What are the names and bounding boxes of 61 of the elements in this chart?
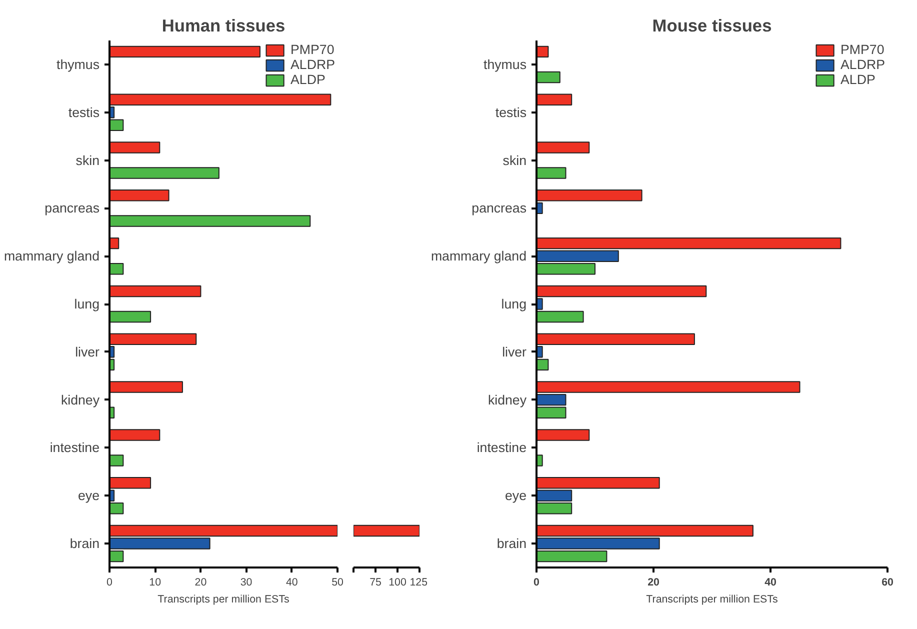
bar [536, 429, 590, 441]
x-tick-label: 20 [648, 576, 660, 588]
bar [110, 310, 152, 323]
x-tick-label: 30 [240, 576, 252, 588]
legend-label: PMP70 [840, 42, 884, 57]
y-tick-label: eye [78, 488, 100, 504]
x-tick-label: 100 [388, 576, 406, 588]
x-tick-label: 40 [764, 576, 776, 588]
legend-label: ALDP [290, 72, 326, 87]
bar [110, 381, 183, 393]
bar [536, 71, 560, 84]
bar [110, 215, 311, 227]
y-tick-label: mammary gland [430, 248, 527, 264]
legend-label: ALDRP [840, 57, 885, 72]
y-tick-label: skin [76, 152, 100, 168]
chart-title: Human tissues [162, 16, 286, 36]
legend-label: PMP70 [290, 42, 334, 57]
y-tick-label: pancreas [472, 200, 527, 216]
y-tick-label: skin [502, 152, 526, 168]
bar [110, 263, 124, 275]
y-tick-label: pancreas [44, 200, 100, 216]
y-tick-label: lung [501, 296, 527, 312]
bar [110, 46, 260, 58]
x-tick-label: 50 [332, 576, 344, 588]
bar [536, 142, 590, 154]
y-tick-label: liver [502, 344, 528, 360]
x-tick-label: 0 [534, 576, 540, 588]
x-tick-label: 60 [882, 576, 894, 588]
x-tick-label: 125 [410, 576, 428, 588]
x-tick-label: 40 [286, 576, 298, 588]
chart-title: Mouse tissues [652, 16, 772, 36]
y-tick-label: mammary gland [4, 248, 100, 264]
x-tick-label: 20 [194, 576, 207, 588]
y-tick-label: intestine [50, 440, 100, 456]
legend-label: ALDP [840, 72, 876, 87]
y-tick-label: testis [68, 104, 100, 120]
y-tick-label: brain [496, 536, 527, 552]
y-tick-label: eye [505, 488, 527, 504]
y-tick-label: liver [75, 344, 100, 360]
legend-label: ALDRP [290, 57, 335, 72]
y-tick-label: brain [70, 536, 100, 552]
y-tick-label: thymus [484, 56, 527, 72]
x-tick-label: 0 [106, 576, 113, 588]
y-tick-label: kidney [488, 392, 527, 408]
y-tick-label: thymus [56, 56, 100, 72]
bar [536, 94, 572, 106]
bar [110, 142, 160, 154]
bar [110, 190, 170, 202]
x-axis-title: Transcripts per million ESTs [158, 594, 290, 606]
bar [110, 167, 220, 179]
y-tick-label: kidney [60, 392, 100, 408]
y-tick-label: intestine [476, 440, 527, 456]
x-tick-label: 10 [149, 576, 162, 588]
x-tick-label: 75 [370, 576, 382, 588]
x-axis-title: Transcripts per million ESTs [646, 594, 778, 606]
bar [536, 167, 566, 179]
bar [110, 454, 124, 466]
y-tick-label: lung [74, 296, 100, 312]
y-tick-label: testis [495, 104, 527, 120]
bar [110, 429, 160, 441]
bar [110, 285, 202, 298]
